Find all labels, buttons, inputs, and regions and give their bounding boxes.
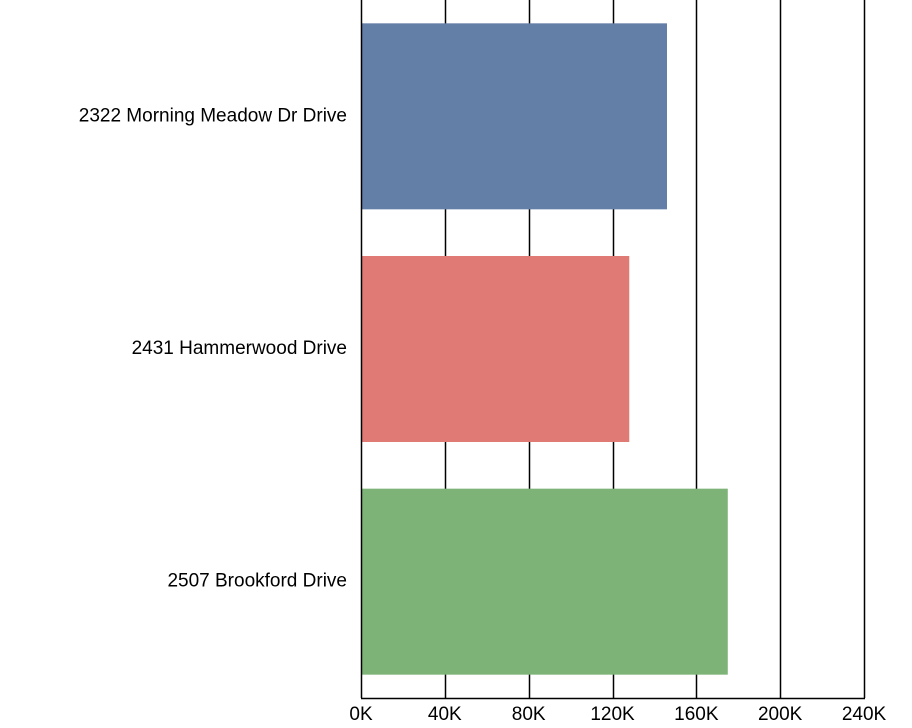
bar (361, 488, 728, 675)
axes (360, 0, 865, 700)
category-label: 2431 Hammerwood Drive (132, 338, 347, 359)
x-tick-label: 200K (758, 704, 803, 725)
x-tick-label: 120K (590, 704, 635, 725)
x-tick-label: 0K (349, 704, 373, 725)
category-label: 2507 Brookford Drive (167, 571, 347, 592)
x-tick-label: 80K (512, 704, 546, 725)
x-tick-labels: 0K 40K 80K 120K 160K 200K 240K (349, 704, 886, 725)
category-labels: 2322 Morning Meadow Dr Drive 2431 Hammerw… (79, 105, 347, 591)
x-tick-label: 160K (674, 704, 719, 725)
x-tick-label: 40K (428, 704, 462, 725)
bars (361, 23, 728, 675)
category-label: 2322 Morning Meadow Dr Drive (79, 105, 347, 126)
x-tick-label: 240K (842, 704, 887, 725)
bar (361, 256, 630, 442)
bar (361, 23, 667, 210)
